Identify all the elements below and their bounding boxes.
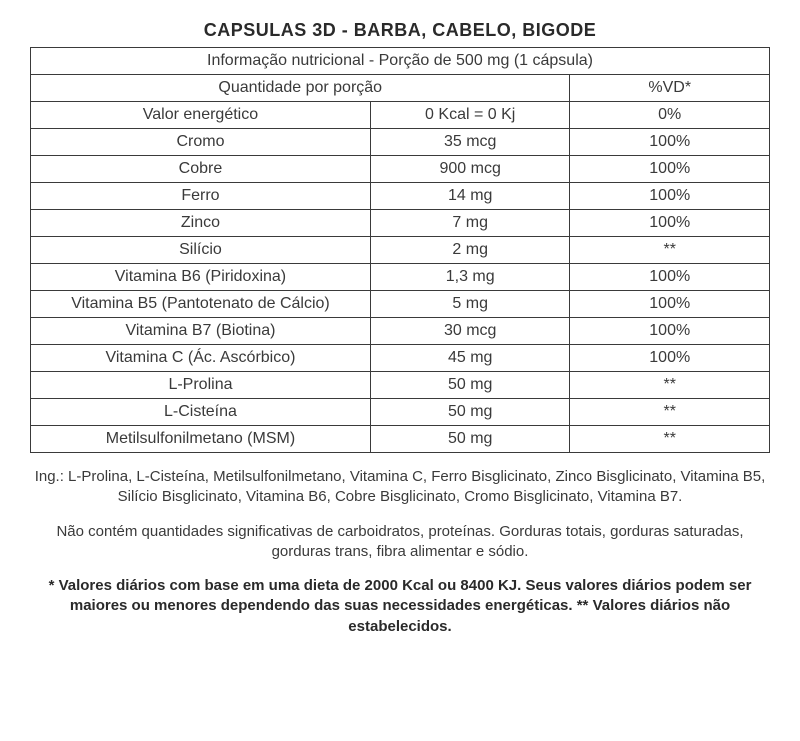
table-row: Cromo35 mcg100% [31,129,770,156]
table-row: Metilsulfonilmetano (MSM)50 mg** [31,426,770,453]
nutrient-amount: 5 mg [370,291,570,318]
nutrient-name: Silício [31,237,371,264]
nutrient-name: L-Prolina [31,372,371,399]
nutrient-name: Cobre [31,156,371,183]
nutrient-name: Metilsulfonilmetano (MSM) [31,426,371,453]
nutrient-vd: 100% [570,264,770,291]
nutrient-vd: 100% [570,129,770,156]
nutrition-table: Informação nutricional - Porção de 500 m… [30,47,770,453]
nutrient-amount: 30 mcg [370,318,570,345]
nutrient-amount: 50 mg [370,426,570,453]
header-quantity: Quantidade por porção [31,75,570,102]
table-header-row-1: Informação nutricional - Porção de 500 m… [31,48,770,75]
table-row: Ferro14 mg100% [31,183,770,210]
table-row: Vitamina B6 (Piridoxina)1,3 mg100% [31,264,770,291]
nutrient-name: Valor energético [31,102,371,129]
header-vd: %VD* [570,75,770,102]
nutrient-name: Vitamina C (Ác. Ascórbico) [31,345,371,372]
nutrient-vd: ** [570,237,770,264]
nutrient-name: Vitamina B7 (Biotina) [31,318,371,345]
table-row: Cobre900 mcg100% [31,156,770,183]
nutrient-vd: ** [570,426,770,453]
nutrient-amount: 7 mg [370,210,570,237]
footnotes: Ing.: L-Prolina, L-Cisteína, Metilsulfon… [30,467,770,637]
nutrient-amount: 1,3 mg [370,264,570,291]
nutrient-name: Ferro [31,183,371,210]
daily-values-note: * Valores diários com base em uma dieta … [30,576,770,637]
nutrient-vd: 100% [570,318,770,345]
nutrient-amount: 45 mg [370,345,570,372]
disclaimer-text: Não contém quantidades significativas de… [30,522,770,563]
nutrient-name: Zinco [31,210,371,237]
nutrient-vd: ** [570,399,770,426]
ingredients-text: Ing.: L-Prolina, L-Cisteína, Metilsulfon… [30,467,770,508]
table-row: Valor energético0 Kcal = 0 Kj0% [31,102,770,129]
nutrient-vd: 100% [570,345,770,372]
nutrient-amount: 35 mcg [370,129,570,156]
nutrient-name: Vitamina B6 (Piridoxina) [31,264,371,291]
nutrient-vd: 100% [570,183,770,210]
table-header-row-2: Quantidade por porção %VD* [31,75,770,102]
table-row: L-Prolina50 mg** [31,372,770,399]
nutrient-amount: 14 mg [370,183,570,210]
nutrient-vd: 100% [570,156,770,183]
nutrient-name: Cromo [31,129,371,156]
nutrient-vd: 100% [570,291,770,318]
nutrient-amount: 900 mcg [370,156,570,183]
nutrient-vd: 100% [570,210,770,237]
table-row: Silício2 mg** [31,237,770,264]
nutrient-name: L-Cisteína [31,399,371,426]
nutrient-amount: 2 mg [370,237,570,264]
header-serving: Informação nutricional - Porção de 500 m… [31,48,770,75]
table-row: Vitamina B5 (Pantotenato de Cálcio)5 mg1… [31,291,770,318]
nutrient-name: Vitamina B5 (Pantotenato de Cálcio) [31,291,371,318]
nutrient-amount: 50 mg [370,399,570,426]
table-row: L-Cisteína50 mg** [31,399,770,426]
nutrient-amount: 0 Kcal = 0 Kj [370,102,570,129]
nutrient-amount: 50 mg [370,372,570,399]
table-row: Vitamina C (Ác. Ascórbico)45 mg100% [31,345,770,372]
document-title: CAPSULAS 3D - BARBA, CABELO, BIGODE [30,20,770,41]
table-row: Zinco7 mg100% [31,210,770,237]
table-row: Vitamina B7 (Biotina)30 mcg100% [31,318,770,345]
nutrient-vd: 0% [570,102,770,129]
nutrient-vd: ** [570,372,770,399]
